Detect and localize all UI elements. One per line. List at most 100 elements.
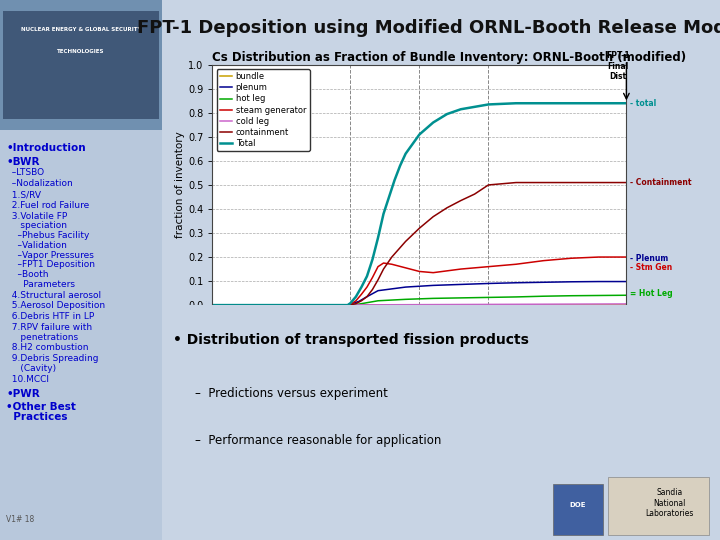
hot leg bbox=[539, 293, 548, 300]
steam generator bbox=[346, 301, 355, 308]
Text: NUCLEAR ENERGY & GLOBAL SECURITY: NUCLEAR ENERGY & GLOBAL SECURITY bbox=[21, 27, 141, 32]
Text: 2.Fuel rod Failure: 2.Fuel rod Failure bbox=[6, 201, 90, 210]
Total bbox=[357, 284, 366, 291]
Text: –Vapor Pressures: –Vapor Pressures bbox=[6, 251, 94, 260]
hot leg bbox=[208, 302, 217, 308]
Total bbox=[368, 256, 377, 262]
Text: –Validation: –Validation bbox=[6, 241, 68, 250]
bundle bbox=[622, 302, 631, 308]
containment bbox=[351, 300, 360, 307]
plenum bbox=[401, 284, 410, 291]
Text: 7.RPV failure with: 7.RPV failure with bbox=[6, 323, 93, 332]
Total bbox=[208, 302, 217, 308]
containment bbox=[595, 179, 603, 186]
Total bbox=[622, 100, 631, 106]
Text: Parameters: Parameters bbox=[6, 280, 76, 289]
Line: hot leg: hot leg bbox=[212, 295, 626, 305]
Y-axis label: fraction of inventory: fraction of inventory bbox=[175, 132, 185, 238]
steam generator bbox=[208, 302, 217, 308]
Total bbox=[539, 100, 548, 106]
plenum bbox=[354, 298, 363, 305]
steam generator bbox=[567, 255, 575, 261]
Text: FPT-1 Deposition using Modified ORNL-Booth Release Model: FPT-1 Deposition using Modified ORNL-Boo… bbox=[138, 19, 720, 37]
plenum bbox=[346, 301, 355, 307]
Text: –Nodalization: –Nodalization bbox=[6, 179, 73, 188]
Bar bbox=[0, 0, 162, 130]
Text: –Booth: –Booth bbox=[6, 270, 49, 279]
Total bbox=[377, 222, 385, 229]
Line: steam generator: steam generator bbox=[212, 257, 626, 305]
plenum bbox=[484, 280, 492, 287]
Legend: bundle, plenum, hot leg, steam generator, cold leg, containment, Total: bundle, plenum, hot leg, steam generator… bbox=[217, 69, 310, 151]
Text: 6.Debris HTF in LP: 6.Debris HTF in LP bbox=[6, 312, 95, 321]
bundle bbox=[208, 302, 217, 308]
steam generator bbox=[539, 258, 548, 264]
hot leg bbox=[346, 302, 355, 308]
hot leg bbox=[363, 300, 372, 306]
hot leg bbox=[343, 302, 352, 308]
Text: (Cavity): (Cavity) bbox=[6, 364, 57, 373]
Line: containment: containment bbox=[212, 183, 626, 305]
plenum bbox=[429, 282, 438, 289]
Text: FPT-1
Final
Dist: FPT-1 Final Dist bbox=[606, 51, 629, 81]
Text: 10.MCCI: 10.MCCI bbox=[6, 375, 50, 384]
Text: DOE: DOE bbox=[570, 502, 586, 509]
Total bbox=[415, 131, 423, 138]
Text: = Hot Leg: = Hot Leg bbox=[630, 289, 672, 298]
Total bbox=[351, 293, 360, 300]
Total bbox=[595, 100, 603, 106]
Text: –Phebus Facility: –Phebus Facility bbox=[6, 231, 90, 240]
Text: 1.S/RV: 1.S/RV bbox=[6, 190, 42, 199]
Total bbox=[343, 302, 352, 308]
Text: - Containment: - Containment bbox=[630, 178, 691, 187]
Line: Total: Total bbox=[212, 103, 626, 305]
plenum bbox=[512, 280, 521, 286]
steam generator bbox=[484, 264, 492, 270]
Text: Practices: Practices bbox=[6, 412, 68, 422]
steam generator bbox=[595, 254, 603, 260]
hot leg bbox=[595, 292, 603, 299]
Text: 3.Volatile FP: 3.Volatile FP bbox=[6, 212, 68, 221]
Total bbox=[401, 151, 410, 157]
cold leg bbox=[354, 302, 363, 308]
Line: plenum: plenum bbox=[212, 281, 626, 305]
hot leg bbox=[429, 295, 438, 302]
Text: TECHNOLOGIES: TECHNOLOGIES bbox=[58, 49, 104, 53]
Total bbox=[346, 300, 355, 306]
containment bbox=[379, 266, 388, 272]
plenum bbox=[567, 279, 575, 285]
plenum bbox=[539, 279, 548, 286]
Total bbox=[512, 100, 521, 106]
Text: • Distribution of transported fission products: • Distribution of transported fission pr… bbox=[173, 333, 529, 347]
hot leg bbox=[354, 301, 363, 307]
containment bbox=[368, 286, 377, 293]
X-axis label: time [sec]: time [sec] bbox=[393, 327, 446, 337]
hot leg bbox=[401, 296, 410, 302]
Text: •Introduction: •Introduction bbox=[6, 143, 86, 153]
Total bbox=[396, 163, 405, 169]
hot leg bbox=[622, 292, 631, 299]
Text: •PWR: •PWR bbox=[6, 389, 40, 399]
bundle bbox=[341, 302, 349, 308]
containment bbox=[429, 213, 438, 220]
cold leg bbox=[343, 302, 352, 308]
steam generator bbox=[379, 260, 388, 266]
Text: 5.Aerosol Deposition: 5.Aerosol Deposition bbox=[6, 301, 106, 310]
steam generator bbox=[401, 265, 410, 271]
hot leg bbox=[456, 295, 465, 301]
steam generator bbox=[368, 274, 377, 281]
Text: - Plenum: - Plenum bbox=[630, 254, 668, 263]
containment bbox=[498, 180, 506, 187]
containment bbox=[415, 225, 423, 232]
steam generator bbox=[429, 269, 438, 276]
Text: 4.Structural aerosol: 4.Structural aerosol bbox=[6, 291, 102, 300]
steam generator bbox=[622, 254, 631, 260]
steam generator bbox=[357, 291, 366, 298]
Total bbox=[363, 273, 372, 280]
Bar bbox=[4, 11, 158, 119]
plenum bbox=[595, 278, 603, 285]
Total bbox=[379, 211, 388, 217]
containment bbox=[374, 276, 382, 283]
steam generator bbox=[363, 284, 372, 291]
cold leg bbox=[346, 302, 355, 308]
